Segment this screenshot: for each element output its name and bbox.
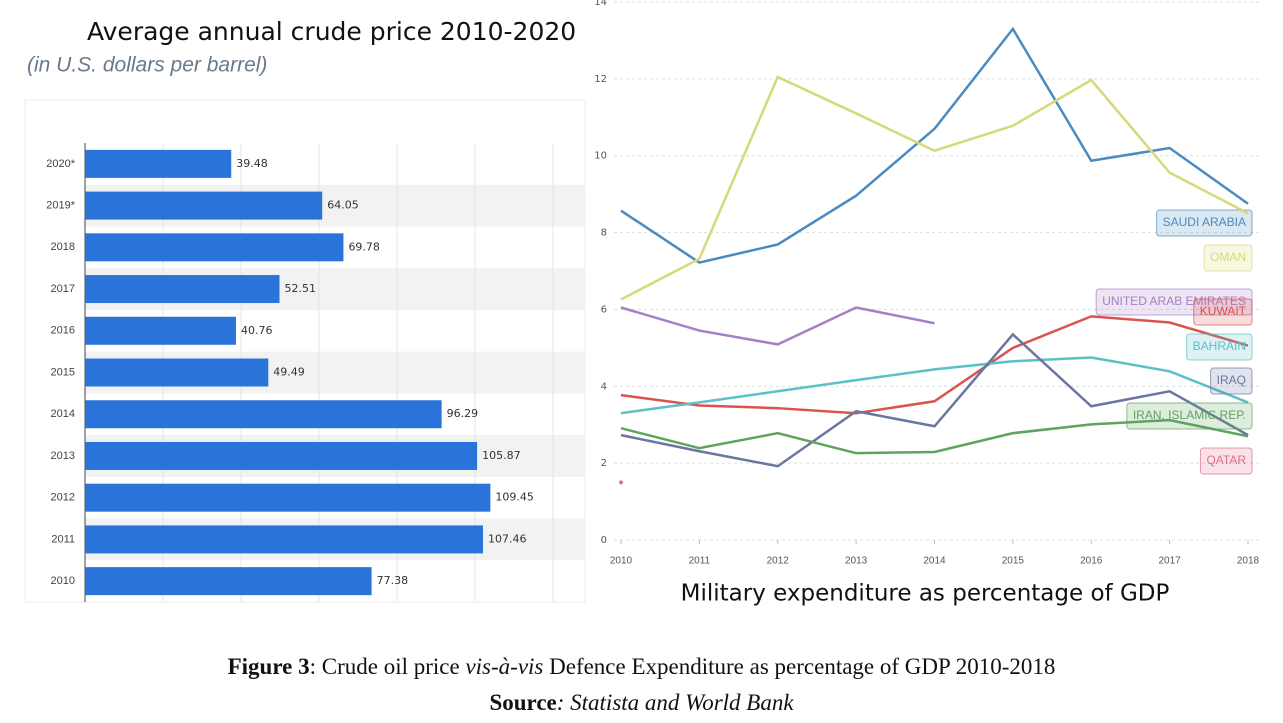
value-label: 96.29	[447, 407, 479, 420]
x-tick-label: 2010	[610, 556, 633, 567]
caption-label: Figure 3	[227, 654, 310, 679]
value-label: 105.87	[482, 449, 520, 462]
line-series	[620, 356, 1249, 415]
legend-label: QATAR	[1206, 453, 1246, 467]
legend-box	[1199, 447, 1253, 475]
legend-box	[1210, 367, 1253, 395]
source-text: : Statista and World Bank	[556, 690, 794, 715]
bar	[85, 483, 491, 512]
value-label: 69.78	[348, 240, 380, 253]
y-tick-label: 2013	[51, 450, 75, 462]
line-series	[620, 332, 1249, 468]
bar-panel	[24, 99, 586, 603]
x-tick-label: 2012	[767, 556, 790, 567]
x-tick-label: 2015	[1002, 556, 1025, 567]
bar	[85, 191, 323, 220]
figure-source: Source: Statista and World Bank	[0, 690, 1283, 716]
line-chart-title: Military expenditure as percentage of GD…	[681, 581, 1170, 607]
value-label: 49.49	[273, 366, 305, 379]
figure-caption: Figure 3: Crude oil price vis-à-vis Defe…	[0, 654, 1283, 680]
bar	[85, 233, 344, 262]
legend-box	[1186, 333, 1253, 361]
charts: Average annual crude price 2010-2020 (in…	[24, 0, 1260, 607]
x-tick-label: 2013	[845, 556, 868, 567]
line-series	[620, 315, 1249, 415]
x-tick-label: 2016	[1080, 556, 1103, 567]
value-label: 109.45	[495, 491, 534, 504]
line-series	[620, 75, 1249, 301]
legend-box	[1203, 244, 1253, 272]
legend-label: BAHRAIN	[1193, 339, 1246, 353]
bar	[85, 316, 236, 345]
x-tick-label: 2011	[689, 556, 711, 567]
y-tick-label: 2020*	[46, 158, 75, 170]
y-tick-label: 2012	[51, 492, 75, 504]
bar	[85, 567, 372, 596]
value-label: 39.48	[236, 157, 268, 170]
y-tick-label: 0	[601, 535, 607, 546]
legend-box	[1193, 298, 1253, 326]
bar	[85, 441, 478, 470]
x-tick-label: 2014	[923, 556, 946, 567]
bar-chart-subtitle: (in U.S. dollars per barrel)	[27, 54, 267, 77]
legend-label: IRAQ	[1217, 373, 1246, 387]
bar-chart-title: Average annual crude price 2010-2020	[87, 17, 576, 46]
value-label: 40.76	[241, 324, 272, 337]
legend-label: UNITED ARAB EMIRATES	[1102, 294, 1246, 308]
y-tick-label: 2011	[51, 533, 75, 545]
y-tick-label: 8	[601, 228, 607, 239]
line-series	[620, 418, 1249, 455]
y-tick-label: 14	[594, 0, 607, 8]
caption-italic: vis-à-vis	[465, 654, 544, 679]
bar	[85, 358, 269, 387]
y-tick-label: 2010	[51, 575, 75, 587]
point	[619, 480, 623, 485]
legend-label: IRAN, ISLAMIC REP.	[1133, 408, 1246, 422]
y-tick-label: 2	[601, 458, 607, 469]
legend-label: OMAN	[1210, 250, 1246, 264]
value-label: 64.05	[327, 199, 359, 212]
legend-box	[1156, 209, 1253, 237]
y-tick-label: 2017	[51, 283, 75, 295]
value-label: 107.46	[488, 532, 527, 545]
caption-text: Defence Expenditure as percentage of GDP…	[543, 654, 1056, 679]
line-series	[620, 306, 935, 346]
y-tick-label: 4	[601, 381, 607, 392]
value-label: 77.38	[377, 574, 409, 587]
y-tick-label: 2015	[51, 366, 75, 378]
y-tick-label: 6	[601, 304, 607, 315]
caption-text: : Crude oil price	[309, 654, 466, 679]
bar	[85, 400, 442, 429]
source-label: Source	[489, 690, 557, 715]
y-tick-label: 2014	[51, 408, 75, 420]
bar	[85, 149, 232, 178]
line-series	[620, 26, 1249, 264]
bar	[85, 275, 280, 304]
x-tick-label: 2017	[1159, 556, 1182, 567]
y-tick-label: 10	[594, 151, 607, 162]
x-tick-label: 2018	[1237, 556, 1260, 567]
legend-label: SAUDI ARABIA	[1163, 215, 1246, 229]
value-label: 52.51	[284, 282, 316, 295]
bar	[85, 525, 483, 554]
y-tick-label: 2019*	[46, 199, 75, 211]
y-tick-label: 2016	[51, 325, 75, 337]
legend-label: KUWAIT	[1200, 304, 1247, 318]
y-tick-label: 2018	[51, 241, 75, 253]
y-tick-label: 12	[594, 74, 607, 85]
legend-box	[1126, 402, 1253, 430]
